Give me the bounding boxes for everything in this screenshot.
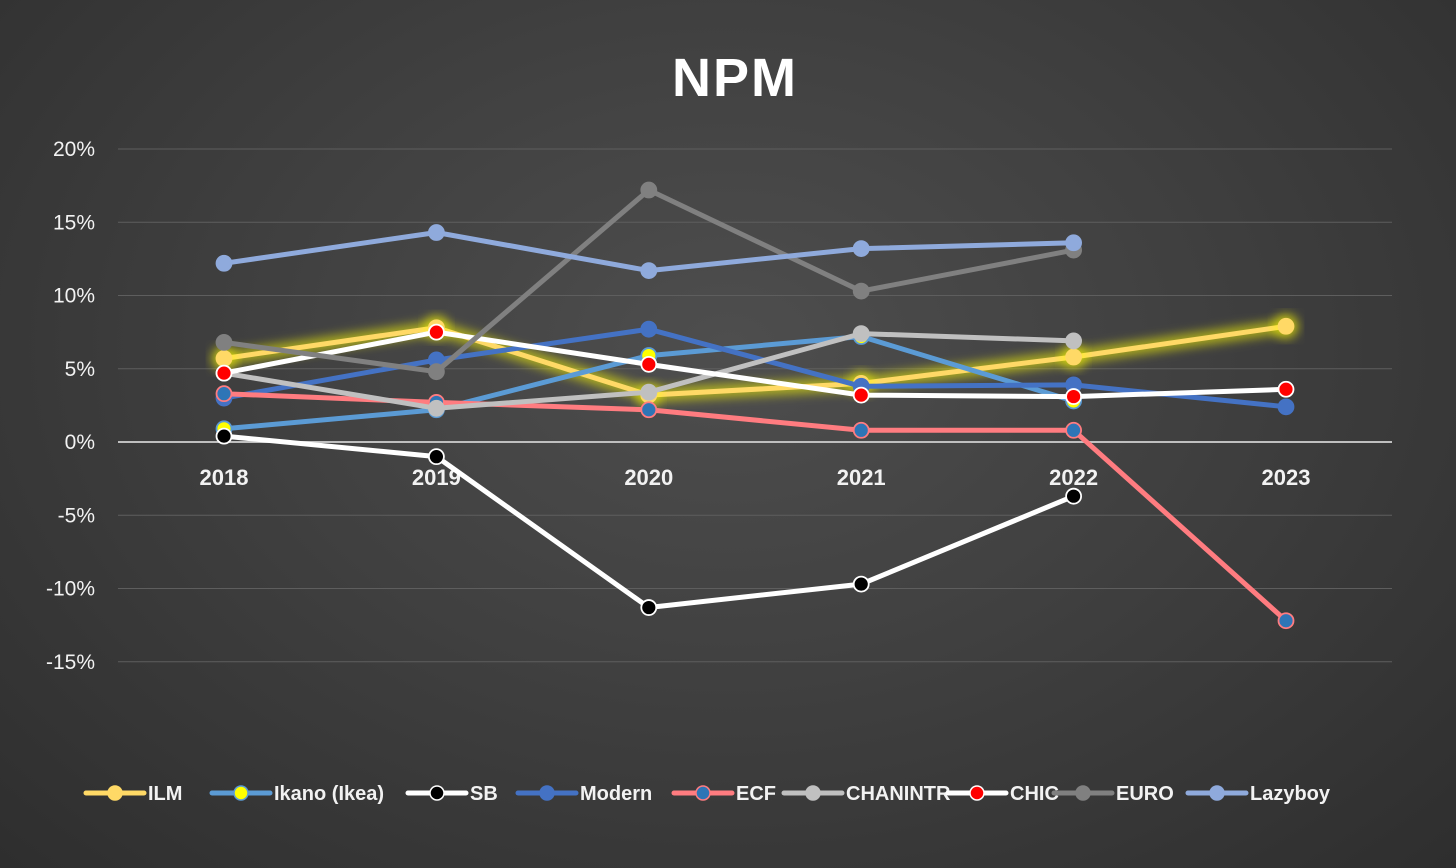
- data-point: [640, 599, 658, 616]
- data-point: [215, 333, 233, 351]
- legend-swatch-marker: [233, 785, 249, 801]
- data-point: [1065, 421, 1082, 439]
- legend-label: Modern: [580, 783, 652, 805]
- x-axis: 2018 2019 2020 2021 2022 2023: [200, 465, 1311, 490]
- legend-label: Ikano (Ikea): [274, 783, 384, 805]
- y-tick-label: -10%: [46, 578, 95, 601]
- legend-item-ilm: ILM: [83, 783, 182, 805]
- data-point: [1277, 317, 1295, 335]
- grid-lines: [118, 148, 1392, 663]
- legend-item-euro: EURO: [1051, 783, 1174, 805]
- series-euro: [215, 181, 1082, 381]
- series-group: [211, 181, 1299, 630]
- legend-swatch-marker: [429, 785, 445, 801]
- series-line: [221, 433, 1077, 610]
- x-tick-label: 2021: [837, 465, 886, 490]
- data-point: [1065, 332, 1082, 350]
- data-point: [640, 383, 658, 401]
- data-point: [852, 282, 870, 300]
- legend-label: CHIC: [1010, 783, 1059, 805]
- x-tick-label: 2020: [624, 465, 673, 490]
- data-point: [852, 575, 870, 593]
- data-point: [215, 350, 233, 367]
- data-point: [1277, 398, 1295, 416]
- series-lazyboy: [215, 224, 1082, 279]
- series-chanintr: [215, 325, 1082, 417]
- legend-label: CHANINTR: [846, 783, 951, 805]
- y-tick-label: 10%: [53, 285, 95, 308]
- legend-label: SB: [470, 783, 498, 805]
- data-point: [640, 181, 658, 199]
- y-axis: 20% 15% 10% 5% 0% -5% -10% -15%: [46, 138, 95, 674]
- data-point: [215, 427, 233, 445]
- data-point: [852, 386, 870, 404]
- series-ecf: [215, 385, 1295, 630]
- data-point: [427, 224, 445, 241]
- legend-item-chic: CHIC: [945, 783, 1059, 805]
- data-point: [1065, 348, 1082, 366]
- data-point: [852, 240, 870, 258]
- data-point: [427, 399, 445, 417]
- data-point: [427, 363, 445, 381]
- legend-label: ECF: [736, 783, 776, 805]
- y-tick-label: -15%: [46, 651, 95, 674]
- legend-swatch-marker: [107, 785, 123, 801]
- legend-item-ikano-ikea: Ikano (Ikea): [209, 783, 384, 805]
- y-tick-label: 5%: [65, 358, 95, 381]
- data-point: [640, 320, 658, 338]
- data-point: [427, 448, 445, 466]
- series-line: [221, 391, 1289, 624]
- series-chic: [215, 323, 1295, 405]
- legend-swatch-marker: [805, 785, 821, 801]
- legend-item-lazyboy: Lazyboy: [1185, 783, 1331, 805]
- legend-swatch-marker: [1075, 785, 1091, 801]
- y-tick-label: 0%: [65, 431, 95, 454]
- legend-label: Lazyboy: [1250, 783, 1331, 805]
- data-point: [215, 364, 233, 382]
- data-point: [1065, 388, 1082, 405]
- x-tick-label: 2023: [1262, 465, 1311, 490]
- data-point: [640, 355, 658, 373]
- legend-item-chanintr: CHANINTR: [781, 783, 951, 805]
- data-point: [215, 254, 233, 272]
- data-point: [852, 421, 870, 439]
- data-point: [852, 325, 870, 342]
- y-tick-label: 20%: [53, 138, 95, 161]
- legend-item-ecf: ECF: [671, 783, 776, 805]
- series-sb: [215, 427, 1082, 616]
- legend-label: EURO: [1116, 783, 1174, 805]
- legend: ILM Ikano (Ikea) SB Modern ECF CHANINTR CHIC EU…: [83, 783, 1331, 805]
- legend-swatch-marker: [969, 785, 985, 801]
- data-point: [1065, 487, 1082, 505]
- data-point: [1277, 612, 1295, 630]
- data-point: [640, 262, 658, 279]
- data-point: [427, 323, 445, 341]
- data-point: [1065, 234, 1082, 252]
- data-point: [215, 385, 233, 403]
- x-tick-label: 2022: [1049, 465, 1098, 490]
- data-point: [1277, 380, 1295, 398]
- x-tick-label: 2018: [200, 465, 249, 490]
- series-line: [221, 323, 1289, 398]
- legend-item-sb: SB: [405, 783, 498, 805]
- legend-swatch-marker: [539, 785, 555, 801]
- data-point: [640, 401, 658, 419]
- series-line: [221, 329, 1289, 400]
- legend-swatch-marker: [1209, 785, 1225, 801]
- legend-item-modern: Modern: [515, 783, 652, 805]
- chart-title: NPM: [672, 48, 798, 108]
- y-tick-label: 15%: [53, 211, 95, 234]
- legend-label: ILM: [148, 783, 182, 805]
- y-tick-label: -5%: [58, 504, 95, 527]
- legend-swatch-marker: [695, 785, 711, 801]
